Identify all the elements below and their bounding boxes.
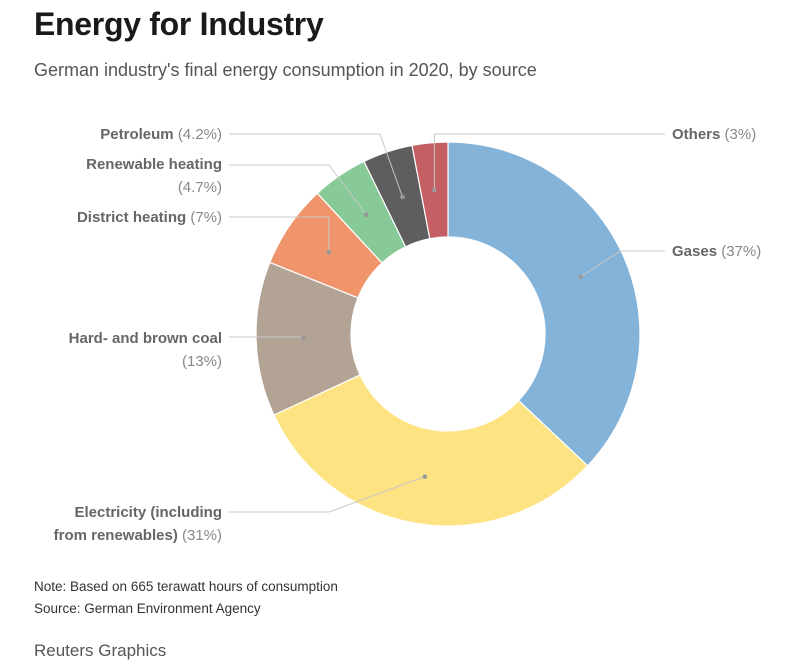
leader-line bbox=[229, 476, 426, 513]
slice-label: Petroleum (4.2%) bbox=[100, 126, 222, 143]
leader-dot bbox=[400, 194, 405, 200]
donut-slice bbox=[447, 141, 641, 467]
leader-dot bbox=[422, 474, 428, 479]
chart-title: Energy for Industry bbox=[34, 6, 324, 42]
slice-label: Hard- and brown coal (13%) bbox=[69, 330, 222, 370]
slice-label: Renewable heating (4.7%) bbox=[86, 156, 222, 196]
leader-dot bbox=[301, 335, 306, 341]
leader-line bbox=[433, 133, 665, 191]
slice-label: Gases (37%) bbox=[672, 243, 761, 260]
donut-chart: Gases (37%) Electricity (including from re… bbox=[54, 126, 762, 544]
slice-label: Others (3%) bbox=[672, 126, 756, 143]
chart-subtitle: German industry's final energy consumpti… bbox=[34, 60, 537, 80]
chart-source: Source: German Environment Agency bbox=[34, 601, 261, 616]
leader-dot bbox=[326, 249, 332, 255]
leader-line bbox=[229, 216, 330, 253]
leader-line bbox=[229, 164, 367, 216]
chart-note: Note: Based on 665 terawatt hours of con… bbox=[34, 579, 338, 594]
donut-slices bbox=[255, 141, 641, 527]
chart-credit: Reuters Graphics bbox=[34, 641, 167, 660]
label-leaders bbox=[229, 133, 665, 513]
leader-line bbox=[229, 133, 403, 198]
slice-label: Electricity (including from renewables) (… bbox=[54, 504, 222, 544]
leader-dot bbox=[364, 212, 369, 218]
slice-labels: Gases (37%) Electricity (including from re… bbox=[54, 126, 762, 544]
donut-slice bbox=[411, 141, 449, 240]
leader-dot bbox=[432, 187, 437, 193]
leader-line bbox=[580, 250, 665, 278]
leader-dot bbox=[578, 274, 583, 280]
slice-label: District heating (7%) bbox=[77, 209, 222, 226]
donut-slice bbox=[273, 374, 589, 527]
